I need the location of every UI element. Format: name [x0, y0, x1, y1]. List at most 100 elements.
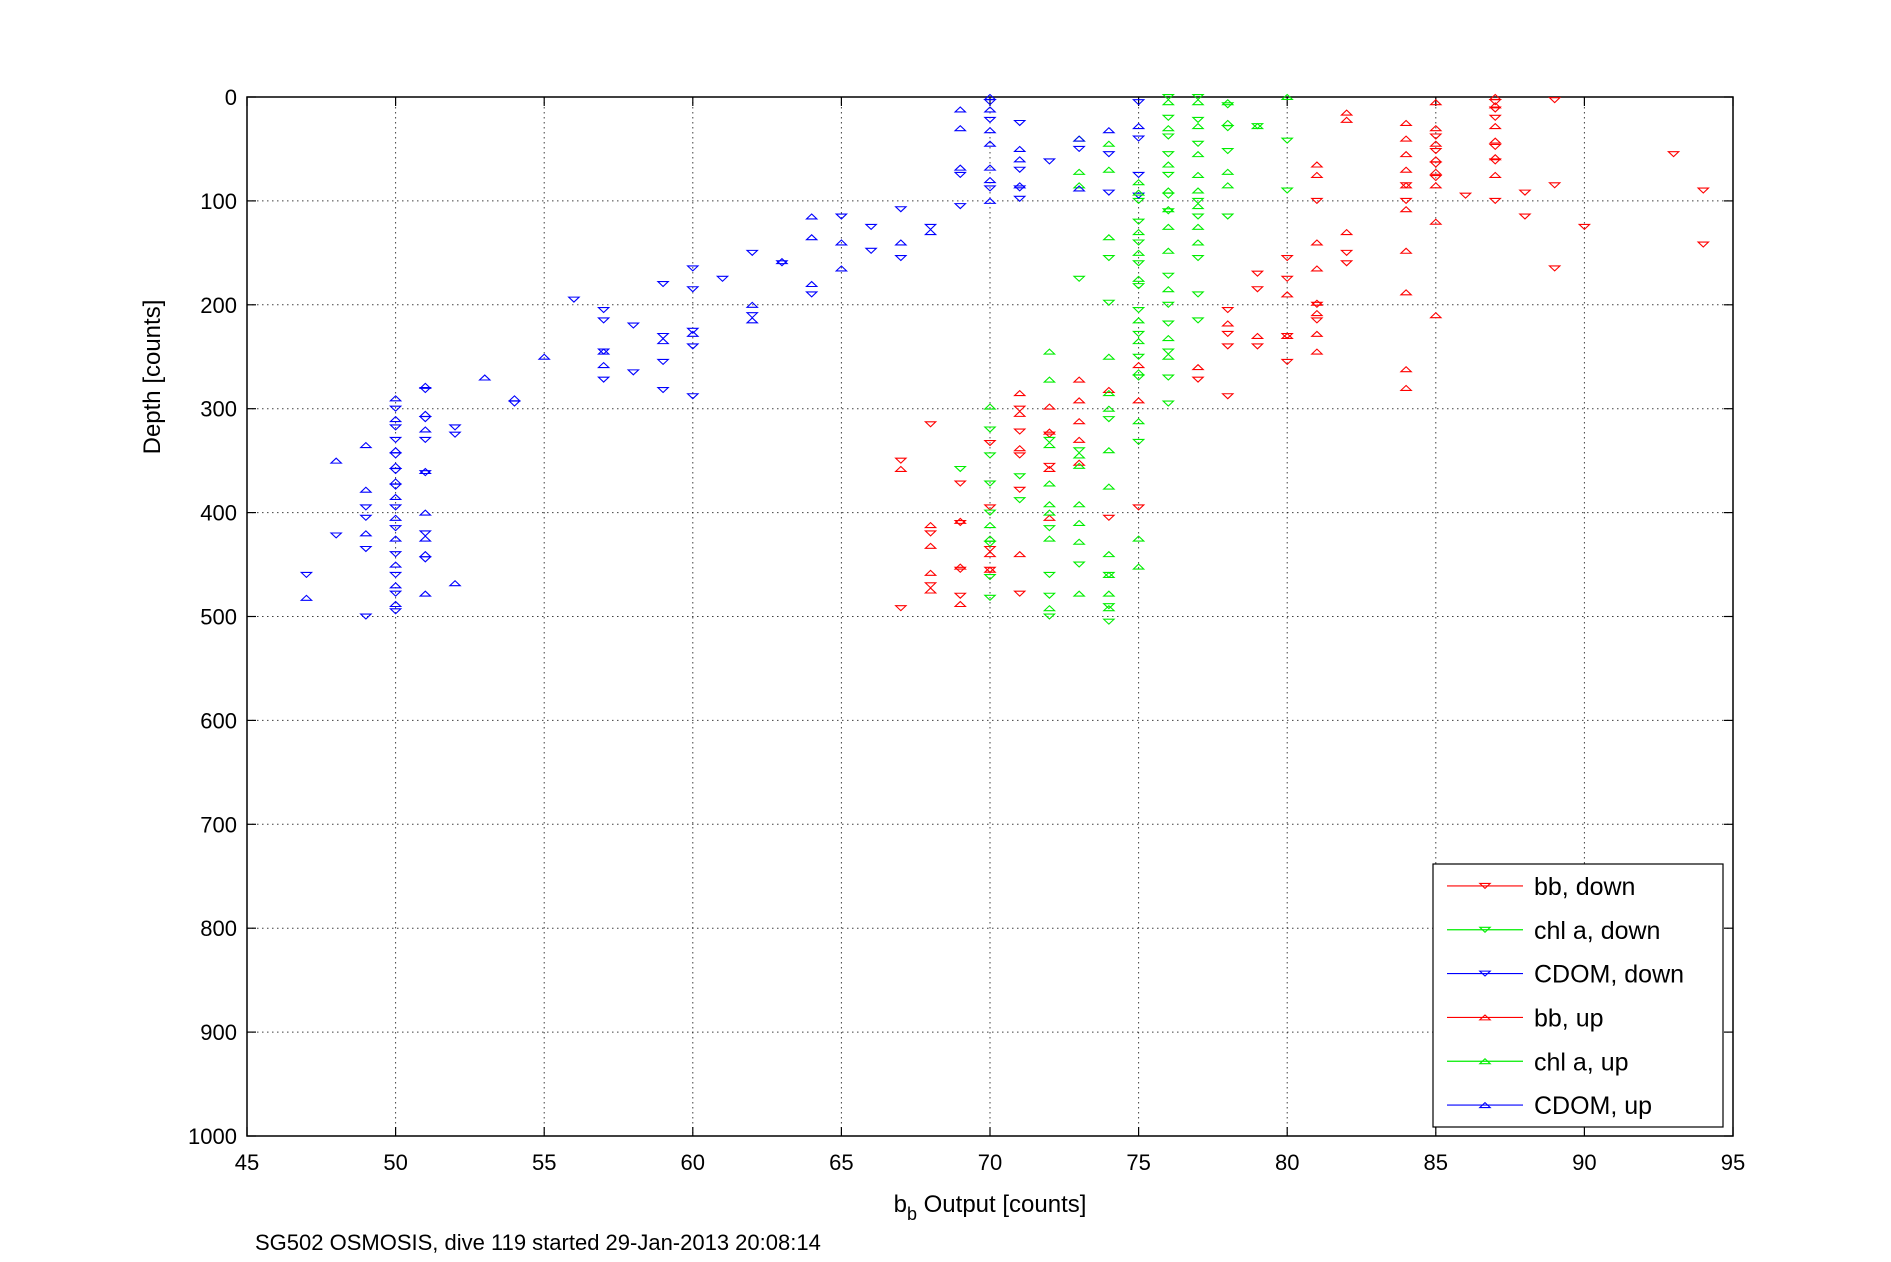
data-point [389, 405, 403, 412]
data-point [745, 312, 759, 319]
data-point [983, 127, 997, 134]
data-point [1072, 275, 1086, 283]
series-3 [894, 93, 1502, 608]
data-point [745, 249, 759, 257]
data-point [1310, 197, 1324, 205]
data-point [1310, 348, 1324, 355]
x-tick-label: 50 [383, 1150, 407, 1175]
data-point [1042, 428, 1057, 435]
data-point [1132, 337, 1146, 345]
data-point [983, 140, 997, 147]
data-point [1429, 133, 1443, 140]
data-point [1132, 122, 1146, 130]
data-point [359, 441, 373, 449]
data-point [1191, 255, 1205, 262]
data-point [1102, 234, 1116, 241]
data-point [1666, 151, 1681, 158]
data-point [1102, 353, 1116, 360]
data-point [1548, 265, 1562, 272]
data-point [389, 600, 403, 608]
data-point [1132, 397, 1146, 404]
x-tick-label: 80 [1275, 1150, 1299, 1175]
data-point [1399, 150, 1413, 158]
data-point [1250, 286, 1265, 293]
data-point [1488, 197, 1502, 205]
data-point [686, 265, 700, 272]
data-point [1250, 332, 1265, 339]
series-5 [299, 93, 1146, 608]
data-point [1102, 514, 1116, 522]
data-point [1132, 239, 1146, 246]
data-point [1161, 334, 1175, 342]
data-point [1340, 228, 1354, 236]
data-point [983, 403, 997, 410]
data-point [507, 395, 522, 402]
series-4 [983, 93, 1294, 612]
data-point [1429, 218, 1443, 225]
data-point [418, 556, 432, 563]
y-tick-label: 600 [200, 708, 237, 733]
data-points [299, 93, 1710, 625]
data-point [1132, 438, 1146, 446]
x-tick-label: 65 [829, 1150, 853, 1175]
data-point [448, 431, 462, 438]
data-point [1429, 148, 1443, 155]
data-point [1340, 116, 1354, 123]
data-point [1102, 590, 1116, 597]
data-point [1132, 369, 1146, 376]
data-point [626, 322, 640, 329]
data-point [686, 343, 700, 350]
data-point [1191, 116, 1205, 124]
series-0 [894, 97, 1710, 612]
data-point [983, 566, 997, 573]
data-point [389, 436, 403, 444]
data-point [923, 569, 938, 576]
data-point [597, 361, 611, 369]
data-point [389, 525, 403, 532]
data-point [1132, 218, 1146, 225]
legend-label: bb, down [1534, 873, 1635, 901]
data-point [1042, 592, 1057, 599]
data-point [1340, 249, 1354, 257]
data-point [1013, 389, 1027, 397]
legend-marker [1478, 882, 1492, 890]
x-tick-label: 90 [1572, 1150, 1596, 1175]
data-point [894, 465, 908, 472]
data-point [1221, 330, 1235, 338]
legend-marker [1478, 1101, 1492, 1109]
data-point [1102, 604, 1116, 612]
data-point [894, 206, 908, 213]
data-point [1399, 247, 1413, 254]
data-point [656, 358, 670, 366]
data-point [1042, 514, 1057, 521]
data-point [389, 504, 403, 511]
legend-items: bb, down chl a, down CDOM, down bb, up chl a… [1447, 873, 1684, 1120]
data-point [359, 530, 373, 537]
data-point [389, 483, 403, 490]
data-point [686, 286, 700, 293]
data-point [1429, 140, 1443, 147]
data-point [834, 265, 848, 272]
data-point [1042, 613, 1057, 620]
data-point [1161, 320, 1175, 327]
data-point [1191, 93, 1205, 101]
data-point [953, 465, 967, 473]
data-point [1042, 571, 1057, 579]
data-point [1488, 93, 1502, 101]
data-point [389, 514, 403, 521]
data-point [1221, 320, 1235, 327]
data-point [1102, 140, 1116, 147]
data-point [1102, 255, 1116, 262]
data-point [1191, 98, 1205, 106]
x-tick-label: 60 [681, 1150, 705, 1175]
data-point [478, 374, 492, 381]
y-tick-label: 800 [200, 916, 237, 941]
data-point [983, 550, 997, 558]
data-point [1221, 125, 1235, 132]
data-point [1161, 374, 1175, 381]
data-point [359, 514, 373, 522]
y-tick-label: 0 [225, 85, 237, 110]
data-point [745, 317, 759, 324]
data-point [1191, 187, 1205, 194]
x-axis-label-subscript: b [907, 1204, 917, 1224]
